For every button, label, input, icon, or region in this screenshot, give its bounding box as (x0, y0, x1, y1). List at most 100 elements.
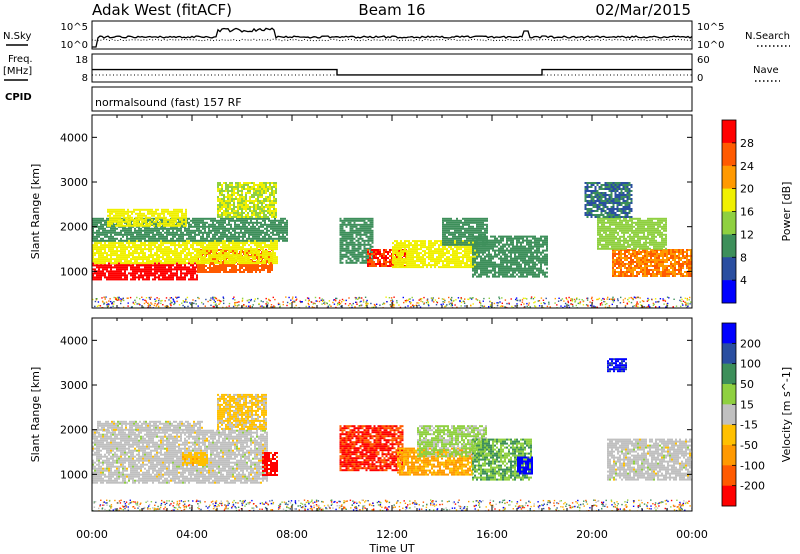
velocity-ytick-label: 3000 (60, 379, 88, 392)
velocity-colorbar-swatch (722, 363, 736, 385)
velocity-colorbar-swatch (722, 465, 736, 486)
velocity-region (182, 452, 208, 466)
power-colorbar-swatch (722, 257, 736, 281)
freq-left-tick-top: 18 (75, 55, 88, 66)
power-region (92, 240, 278, 265)
velocity-colorbar-tick: 100 (740, 358, 761, 371)
power-region (584, 182, 633, 218)
velocity-region (417, 425, 487, 458)
power-region (612, 249, 692, 277)
power-colorbar-tick: 20 (740, 183, 754, 196)
noise-traces (91, 27, 693, 48)
velocity-colorbar-swatch (722, 424, 736, 446)
velocity-ytick-label: 2000 (60, 424, 88, 437)
freq-traces (92, 68, 692, 76)
velocity-colorbar-tick: -50 (740, 439, 758, 452)
power-ytick-label: 4000 (60, 131, 88, 144)
time-tick-label: 04:00 (176, 528, 208, 541)
velocity-region (607, 438, 692, 481)
power-colorbar-swatch (722, 165, 736, 189)
cpid-program: normalsound (fast) 157 RF (95, 96, 242, 109)
freq-right-tick-bottom: 0 (697, 73, 703, 84)
power-ground-scatter (92, 296, 692, 308)
power-region (339, 217, 374, 264)
velocity-colorbar-label: Velocity [m s^-1] (780, 367, 793, 462)
power-colorbar-tick: 16 (740, 206, 754, 219)
power-colorbar-tick: 4 (740, 274, 747, 287)
velocity-colorbar-swatch (722, 404, 736, 425)
power-colorbar-tick: 28 (740, 137, 754, 150)
velocity-colorbar-swatch (722, 343, 736, 364)
power-colorbar-swatch (722, 280, 736, 304)
power-region (217, 182, 277, 218)
power-colorbar-label: Power [dB] (780, 182, 793, 242)
power-ytick-label: 3000 (60, 176, 88, 189)
power-region (597, 217, 667, 250)
velocity-region (339, 425, 404, 472)
freq-label-line1: Freq. (8, 54, 33, 65)
noise-right-tick-bottom: 10^0 (697, 40, 724, 51)
power-colorbar-swatch (722, 211, 736, 235)
power-ytick-label: 2000 (60, 221, 88, 234)
freq-panel-frame (91, 53, 693, 83)
time-tick-label: 00:00 (676, 528, 708, 541)
time-tick-label: 12:00 (376, 528, 408, 541)
noise-left-tick-top: 10^5 (61, 22, 88, 33)
time-tick-label: 00:00 (76, 528, 108, 541)
station-title: Adak West (fitACF) (92, 1, 232, 19)
velocity-colorbar-swatch (722, 485, 736, 507)
velocity-region (217, 393, 267, 430)
velocity-colorbar-swatch (722, 445, 736, 466)
power-colorbar-swatch (722, 120, 736, 144)
noise-panel-frame (91, 20, 693, 50)
power-colorbar-tick: 24 (740, 160, 754, 173)
nave-label: Nave (753, 65, 779, 76)
power-region (92, 262, 198, 281)
velocity-panel: 1000 2000 3000 4000 Slant Range [km] -200 -100… (29, 317, 793, 512)
time-tick-label: 08:00 (276, 528, 308, 541)
velocity-colorbar-tick: -100 (740, 459, 765, 472)
power-panel: 1000 2000 3000 4000 Slant Range [km] 4 8 12 16 20… (29, 114, 793, 309)
velocity-ylabel: Slant Range [km] (29, 367, 42, 463)
velocity-region (92, 429, 268, 484)
noise-search-label: N.Search (745, 31, 790, 42)
velocity-colorbar-frame (721, 322, 737, 507)
time-axis: 00:00 04:00 08:00 12:00 16:00 20:00 00:00 (76, 528, 708, 541)
noise-left-tick-bottom: 10^0 (61, 40, 88, 51)
power-ylabel: Slant Range [km] (29, 164, 42, 260)
velocity-colorbar-tick: -15 (740, 419, 758, 432)
power-region (107, 208, 187, 227)
noise-search-trace (91, 38, 693, 42)
power-scatter (92, 182, 692, 308)
velocity-scatter (92, 358, 692, 511)
noise-right-tick-top: 10^5 (697, 22, 724, 33)
cpid-panel-frame (91, 86, 693, 112)
velocity-colorbar-swatch (722, 323, 736, 344)
velocity-region (607, 358, 627, 373)
date-title: 02/Mar/2015 (595, 1, 691, 19)
power-colorbar-swatch (722, 234, 736, 258)
power-colorbar-tick: 12 (740, 228, 754, 241)
beam-title: Beam 16 (358, 1, 425, 19)
velocity-colorbar-tick: 15 (740, 398, 754, 411)
noise-sky-label: N.Sky (3, 31, 31, 42)
velocity-region (97, 420, 203, 431)
frequency-trace (92, 68, 692, 76)
time-tick-label: 16:00 (476, 528, 508, 541)
power-colorbar-swatch (722, 188, 736, 212)
velocity-colorbar-tick: 50 (740, 378, 754, 391)
freq-right-tick-top: 60 (697, 55, 710, 66)
power-colorbar-tick: 8 (740, 251, 747, 264)
freq-left-tick-bottom: 8 (82, 73, 88, 84)
noise-sky-trace (92, 27, 693, 48)
velocity-ground-scatter (92, 499, 692, 511)
velocity-colorbar-tick: 200 (740, 337, 761, 350)
power-colorbar-swatch (722, 142, 736, 167)
power-region (472, 235, 548, 278)
velocity-region (262, 452, 278, 476)
time-axis-label: Time UT (368, 542, 414, 554)
velocity-colorbar-tick: -200 (740, 480, 765, 493)
velocity-colorbar-swatch (722, 384, 736, 405)
cpid-label: CPID (5, 92, 32, 103)
